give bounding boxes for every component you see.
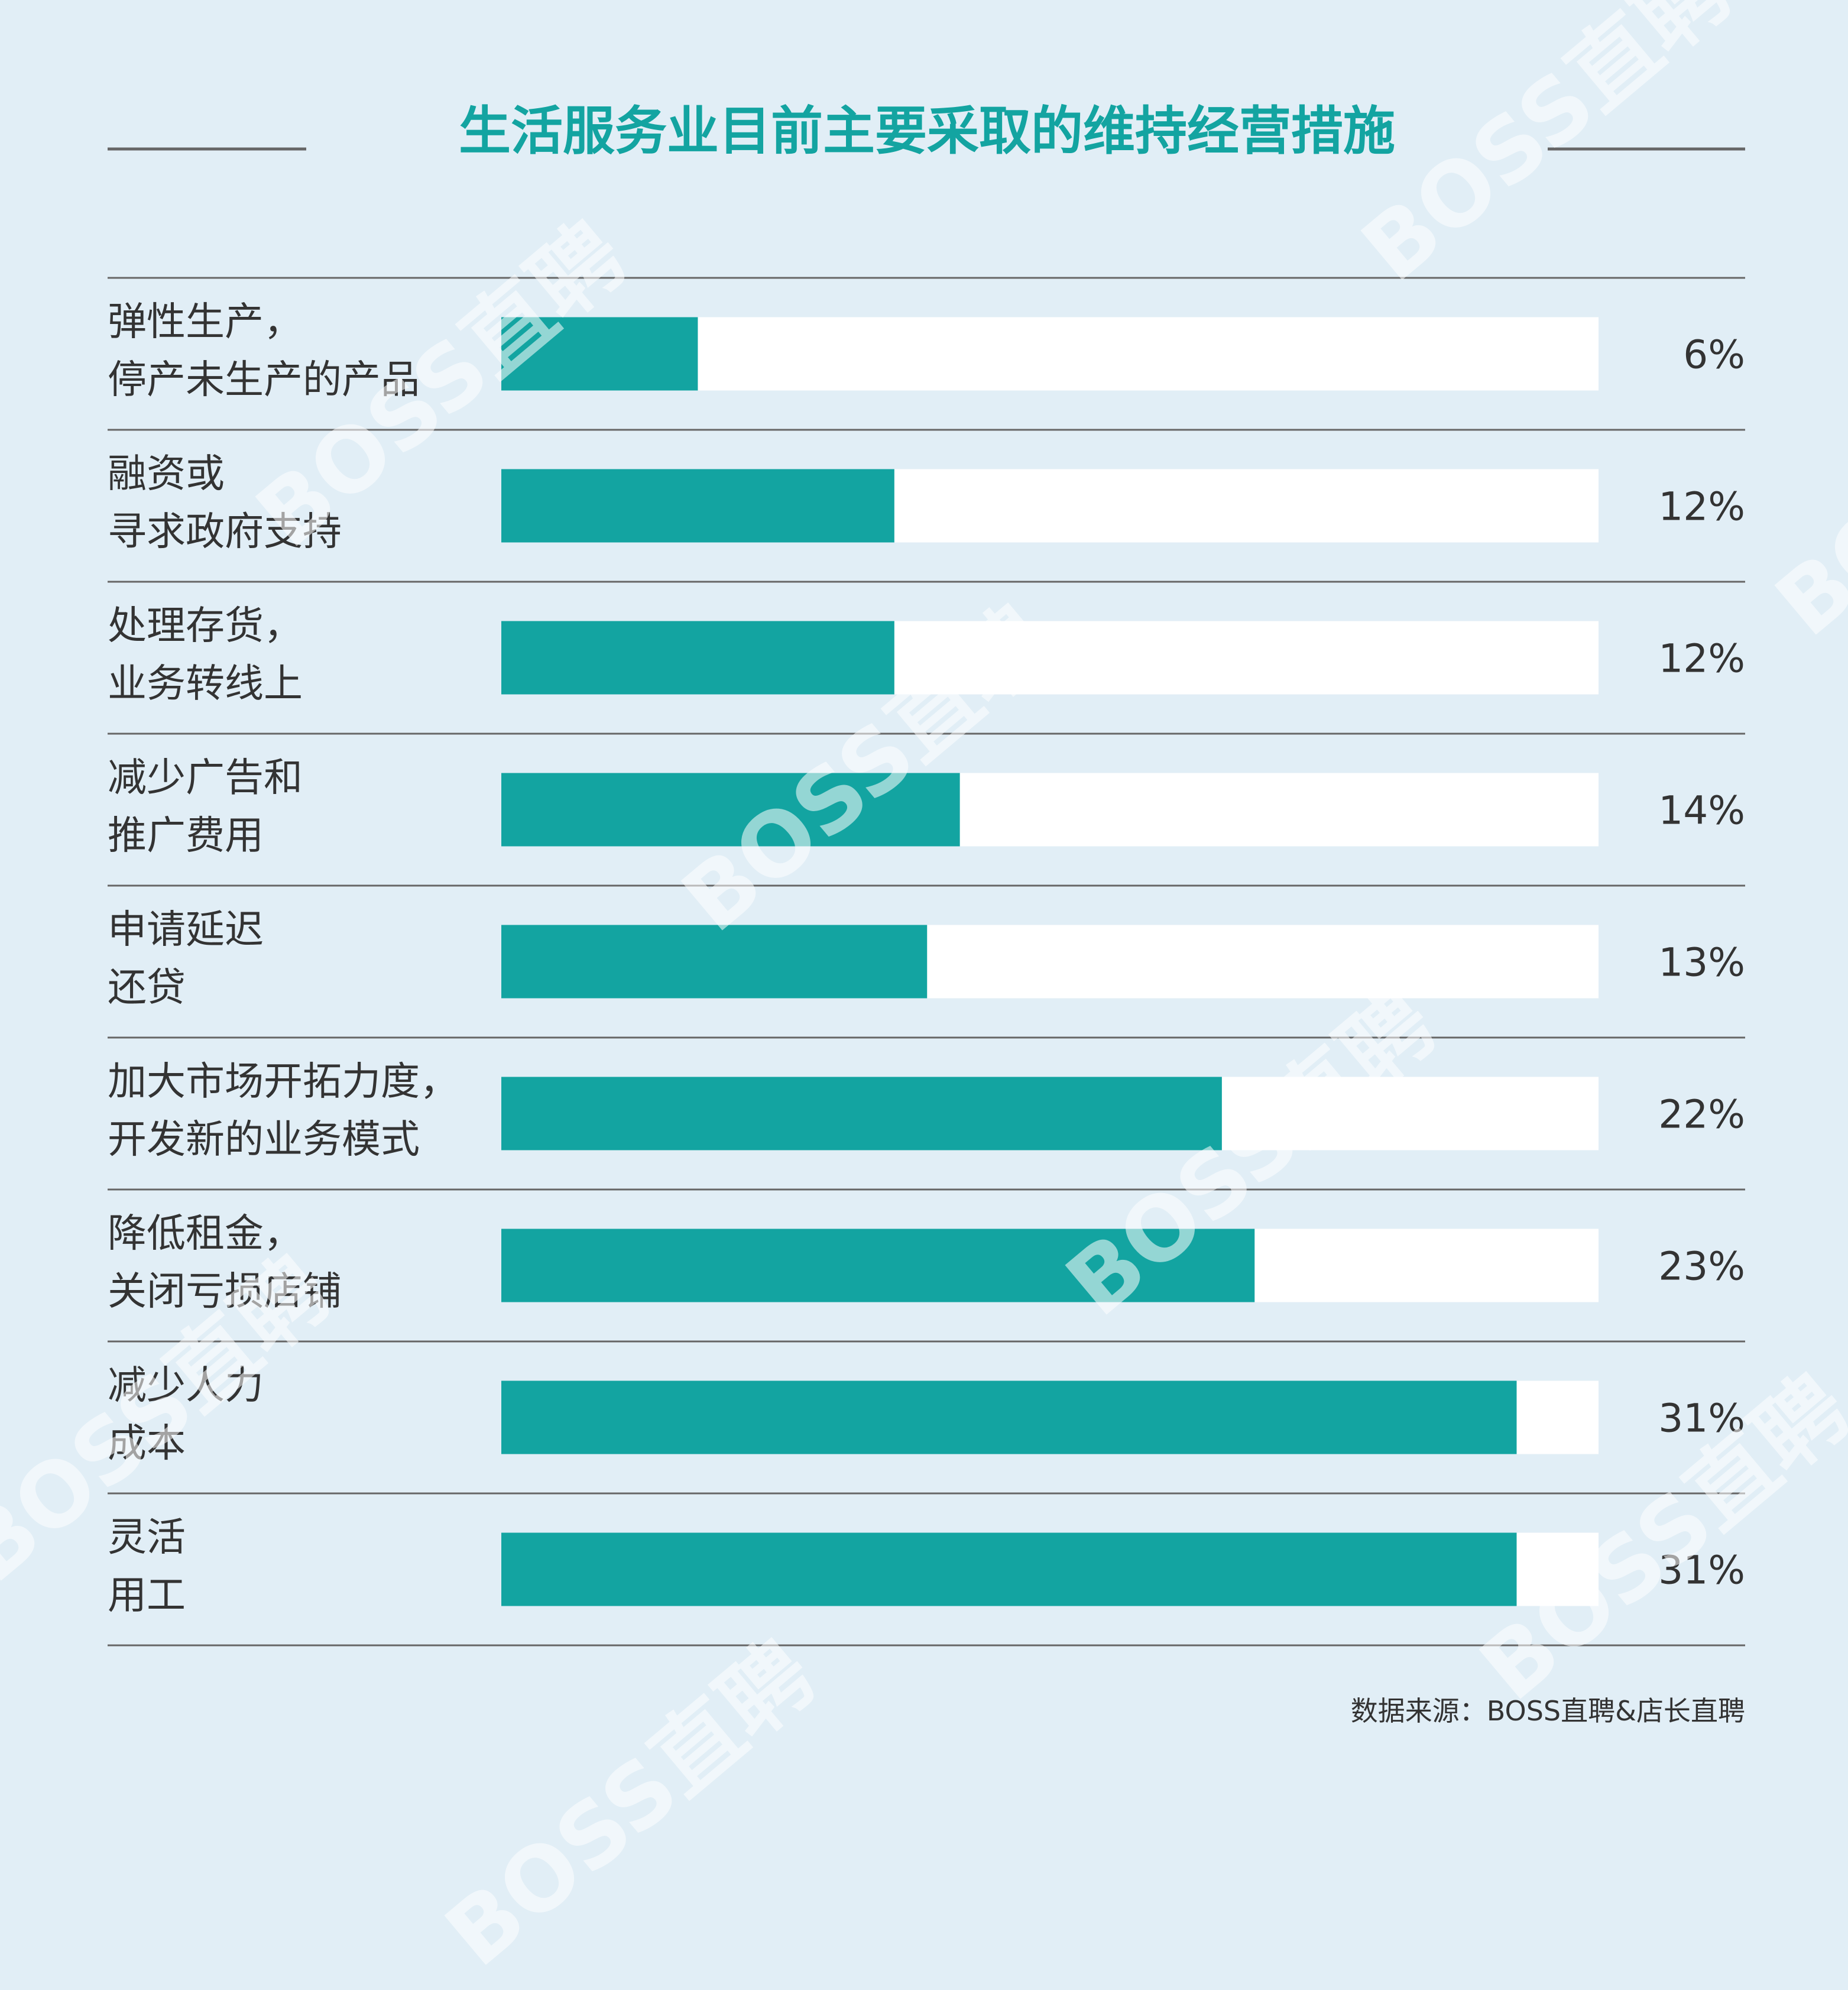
category-label: 处理存货，业务转线上 bbox=[108, 603, 303, 706]
category-label: 申请延迟还贷 bbox=[108, 907, 264, 1010]
source-note: 数据来源：BOSS直聘&店长直聘 bbox=[1351, 1695, 1745, 1727]
bar bbox=[501, 773, 960, 847]
chart: 弹性生产，停产未生产的产品 6% 融资或寻求政府支持 12% 处理存货，业务转线上 12%… bbox=[108, 101, 1745, 1727]
category-label: 减少人力成本 bbox=[108, 1363, 264, 1466]
value-label: 12% bbox=[1658, 636, 1745, 682]
category-label: 融资或寻求政府支持 bbox=[108, 451, 342, 555]
chart-title: 生活服务业目前主要采取的维持经营措施 bbox=[459, 101, 1395, 161]
category-label: 灵活用工 bbox=[108, 1515, 186, 1618]
value-label: 14% bbox=[1658, 788, 1745, 834]
bar bbox=[501, 1229, 1255, 1302]
value-label: 22% bbox=[1658, 1092, 1745, 1137]
bar bbox=[501, 1380, 1517, 1454]
bar bbox=[501, 1077, 1222, 1150]
value-label: 23% bbox=[1658, 1244, 1745, 1289]
bar bbox=[501, 469, 894, 543]
value-label: 31% bbox=[1658, 1396, 1745, 1441]
value-label: 6% bbox=[1683, 332, 1745, 378]
bar bbox=[501, 621, 894, 695]
category-label: 弹性生产，停产未生产的产品 bbox=[108, 299, 420, 403]
bar bbox=[501, 317, 698, 391]
category-label: 加大市场开拓力度，开发新的业务模式 bbox=[108, 1059, 459, 1162]
value-label: 12% bbox=[1658, 484, 1745, 530]
category-label: 减少广告和推广费用 bbox=[108, 755, 303, 858]
value-label: 31% bbox=[1658, 1548, 1745, 1593]
bar bbox=[501, 925, 928, 999]
value-label: 13% bbox=[1658, 940, 1745, 986]
category-label: 降低租金，关闭亏损店铺 bbox=[108, 1211, 342, 1314]
bar bbox=[501, 1532, 1517, 1606]
